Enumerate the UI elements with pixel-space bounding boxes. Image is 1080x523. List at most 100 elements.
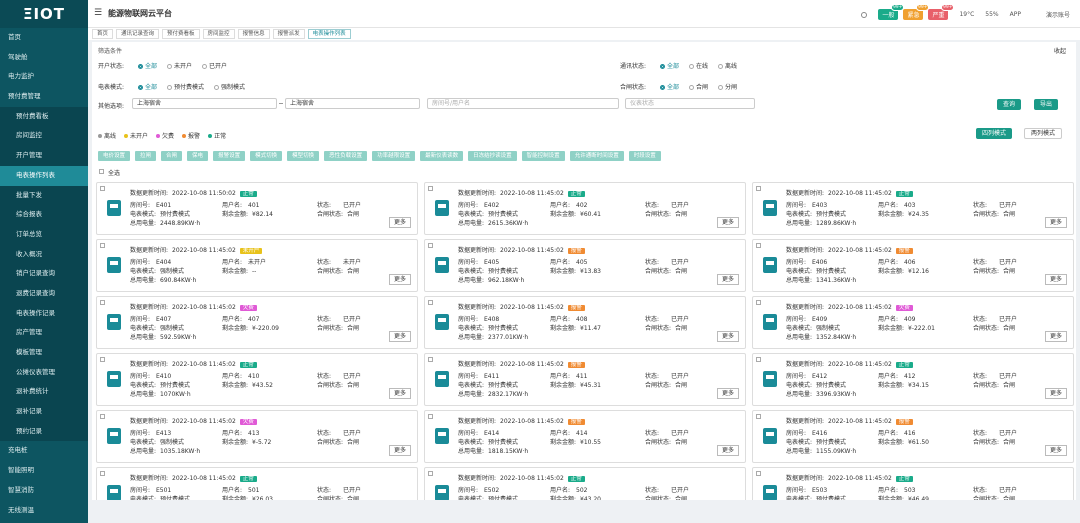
more-button[interactable]: 更多 xyxy=(388,388,411,399)
action-button[interactable]: 恶性负载设置 xyxy=(324,151,368,161)
more-button[interactable]: 更多 xyxy=(1044,445,1067,456)
search-icon[interactable] xyxy=(861,11,868,18)
checkbox[interactable] xyxy=(100,186,105,191)
sidebar-subitem[interactable]: 预约记录 xyxy=(0,421,88,442)
view-mode-button[interactable]: 两列模式 xyxy=(1024,128,1063,139)
sidebar-item[interactable]: 预付费管理 xyxy=(8,92,41,101)
sidebar-subitem[interactable]: 订单总览 xyxy=(0,224,88,245)
action-button[interactable]: 合闸 xyxy=(161,151,183,161)
tab[interactable]: 通讯记录查询 xyxy=(116,29,160,39)
sidebar-subitem[interactable]: 退费记录查询 xyxy=(0,283,88,304)
radio[interactable] xyxy=(138,64,143,69)
filter-option[interactable]: 已开户 xyxy=(209,63,228,70)
more-button[interactable]: 更多 xyxy=(388,217,411,228)
sidebar-subitem[interactable]: 开户管理 xyxy=(0,146,88,166)
checkbox[interactable] xyxy=(756,414,761,419)
checkbox[interactable] xyxy=(756,186,761,191)
checkbox[interactable] xyxy=(100,300,105,305)
sidebar-subitem[interactable]: 预付费看板 xyxy=(0,106,88,127)
sidebar-subitem[interactable]: 房间监控 xyxy=(0,126,88,147)
radio[interactable] xyxy=(689,85,695,90)
sidebar-subitem[interactable]: 退补记录 xyxy=(0,402,88,422)
sidebar-item[interactable]: 无线测温 xyxy=(8,505,34,514)
checkbox[interactable] xyxy=(428,471,433,476)
tab[interactable]: 首页 xyxy=(92,29,114,39)
action-button[interactable]: 允许通断时间设置 xyxy=(569,151,624,161)
sidebar-item[interactable]: 首页 xyxy=(8,33,21,41)
checkbox[interactable] xyxy=(100,471,105,476)
more-button[interactable]: 更多 xyxy=(1044,331,1067,342)
alert-badge[interactable]: 严重 99+ xyxy=(928,4,955,20)
filter-option[interactable]: 合闸 xyxy=(696,84,709,91)
select[interactable]: 上海宿舍 xyxy=(132,98,277,109)
more-button[interactable]: 更多 xyxy=(1044,388,1067,399)
action-button[interactable]: 拉闸 xyxy=(135,151,157,161)
tab[interactable]: 报警信息 xyxy=(237,29,270,39)
more-button[interactable]: 更多 xyxy=(716,445,739,456)
filter-option[interactable]: 全部 xyxy=(145,63,158,70)
sidebar-subitem[interactable]: 收入概况 xyxy=(0,244,88,265)
radio[interactable] xyxy=(718,85,724,90)
checkbox[interactable] xyxy=(428,414,433,419)
action-button[interactable]: 保电 xyxy=(187,151,209,161)
radio[interactable] xyxy=(167,85,173,90)
filter-option[interactable]: 在线 xyxy=(696,63,709,70)
sidebar-item[interactable]: 智慧消防 xyxy=(8,485,34,494)
action-button[interactable]: 模型切换 xyxy=(287,151,320,161)
sidebar-item[interactable]: 电力监护 xyxy=(8,72,34,81)
sidebar-subitem[interactable]: 电表操作列表 xyxy=(0,165,88,186)
checkbox[interactable] xyxy=(428,300,433,305)
view-mode-button[interactable]: 四列模式 xyxy=(976,128,1013,139)
radio[interactable] xyxy=(660,64,665,69)
more-button[interactable]: 更多 xyxy=(716,331,739,342)
more-button[interactable]: 更多 xyxy=(388,331,411,342)
checkbox[interactable] xyxy=(428,357,433,362)
more-button[interactable]: 更多 xyxy=(1044,217,1067,228)
tab[interactable]: 报警派发 xyxy=(272,29,305,39)
filter-option[interactable]: 分闸 xyxy=(725,84,738,91)
action-button[interactable]: 电价设置 xyxy=(98,151,131,161)
search-input[interactable]: 房间号/用户名 xyxy=(427,98,619,109)
radio[interactable] xyxy=(138,85,143,90)
sidebar-subitem[interactable]: 电表操作记录 xyxy=(0,303,88,324)
filter-option[interactable]: 离线 xyxy=(725,63,738,70)
more-button[interactable]: 更多 xyxy=(388,274,411,285)
tab[interactable]: 预付费看板 xyxy=(162,29,200,39)
more-button[interactable]: 更多 xyxy=(716,274,739,285)
more-button[interactable]: 更多 xyxy=(716,388,739,399)
action-button[interactable]: 功率越限设置 xyxy=(372,151,416,161)
sidebar-subitem[interactable]: 模板管理 xyxy=(0,343,88,363)
tab[interactable]: 房间监控 xyxy=(202,29,235,39)
sidebar-subitem[interactable]: 退补费统计 xyxy=(0,382,88,403)
checkbox[interactable] xyxy=(100,357,105,362)
filter-option[interactable]: 未开户 xyxy=(174,63,193,70)
sidebar-subitem[interactable]: 综合报表 xyxy=(0,205,88,225)
action-button[interactable]: 智能控制设置 xyxy=(521,151,565,161)
filter-option[interactable]: 预付费模式 xyxy=(174,84,205,91)
alert-badge[interactable]: 一般 99+ xyxy=(878,4,905,20)
select[interactable]: 上海宿舍 xyxy=(285,98,420,109)
filter-option[interactable]: 全部 xyxy=(145,84,158,91)
sidebar-subitem[interactable]: 公摊仪表管理 xyxy=(0,362,88,383)
checkbox[interactable] xyxy=(428,243,433,248)
checkbox[interactable] xyxy=(428,186,433,191)
checkbox[interactable] xyxy=(100,243,105,248)
menu-icon[interactable]: ☰ xyxy=(94,8,103,18)
select-all[interactable]: 全选 xyxy=(108,170,121,177)
filter-option[interactable]: 全部 xyxy=(667,84,680,91)
query-button[interactable]: 查询 xyxy=(997,99,1022,110)
checkbox[interactable] xyxy=(756,471,761,476)
action-button[interactable]: 模式切换 xyxy=(250,151,283,161)
radio[interactable] xyxy=(660,85,665,90)
radio[interactable] xyxy=(202,64,208,69)
action-button[interactable]: 最新仪表读数 xyxy=(420,151,464,161)
export-button[interactable]: 导出 xyxy=(1034,99,1059,110)
more-button[interactable]: 更多 xyxy=(716,217,739,228)
sidebar-item[interactable]: 驾驶舱 xyxy=(8,52,28,61)
checkbox[interactable] xyxy=(756,300,761,305)
action-button[interactable]: 日冻结抄读设置 xyxy=(468,151,517,161)
sidebar-item[interactable]: 充电桩 xyxy=(8,446,28,455)
radio[interactable] xyxy=(214,85,220,90)
filter-option[interactable]: 全部 xyxy=(667,63,680,70)
checkbox[interactable] xyxy=(756,243,761,248)
